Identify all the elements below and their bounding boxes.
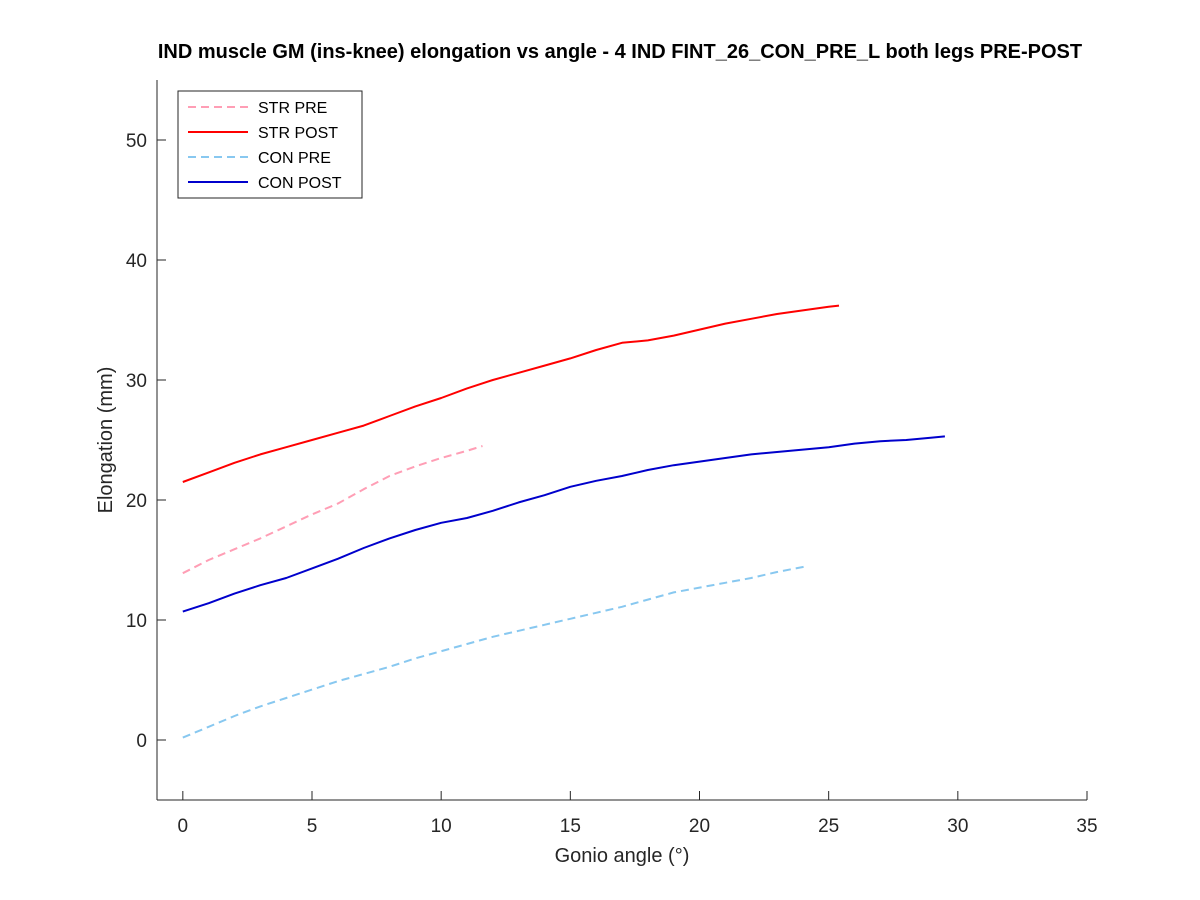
legend-label: CON POST	[258, 175, 342, 192]
legend-box	[177, 90, 363, 199]
x-tick-label: 25	[818, 816, 839, 837]
y-tick-label: 50	[126, 131, 147, 152]
y-ticks: 0 10 20 30 40 50	[126, 131, 166, 752]
y-tick-label: 30	[126, 371, 147, 392]
series-line-str-post	[182, 304, 840, 483]
chart-title: IND muscle GM (ins-knee) elongation vs a…	[158, 41, 1082, 63]
y-tick-label: 40	[126, 251, 147, 272]
y-tick-label: 20	[126, 491, 147, 512]
x-tick-label: 5	[307, 816, 318, 837]
x-tick-label: 20	[689, 816, 710, 837]
x-tick-label: 30	[947, 816, 968, 837]
legend: STR PRE STR POST CON PRE CON POST	[177, 90, 363, 199]
legend-label: STR POST	[258, 125, 338, 142]
y-tick-label: 0	[136, 731, 147, 752]
y-axis-title: Elongation (mm)	[95, 367, 117, 514]
series-line-con-post	[182, 435, 945, 613]
series-line-str-pre	[182, 445, 483, 575]
y-tick-label: 10	[126, 611, 147, 632]
x-tick-label: 15	[560, 816, 581, 837]
x-tick-label: 35	[1076, 816, 1097, 837]
legend-items: STR PRE STR POST CON PRE CON POST	[188, 100, 342, 192]
series-line-con-pre	[182, 565, 809, 739]
legend-label: STR PRE	[258, 100, 327, 117]
legend-label: CON PRE	[258, 150, 331, 167]
series-layer	[182, 304, 945, 739]
x-tick-label: 0	[178, 816, 189, 837]
x-ticks: 0 5 10 15 20 25 30 35	[178, 791, 1098, 837]
x-axis-title: Gonio angle (°)	[555, 845, 690, 867]
x-tick-label: 10	[431, 816, 452, 837]
